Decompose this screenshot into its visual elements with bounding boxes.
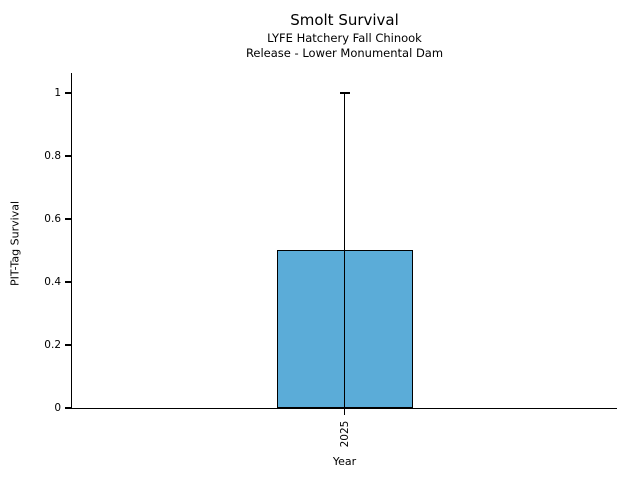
y-tick-mark: [64, 92, 71, 94]
error-bar-line: [343, 92, 346, 408]
y-tick-label: 0.8: [44, 149, 61, 162]
y-tick-mark: [64, 281, 71, 283]
chart-subtitle-line1: LYFE Hatchery Fall Chinook: [267, 31, 422, 45]
y-tick-mark: [64, 407, 71, 409]
x-tick-mark: [343, 408, 346, 415]
error-bar-cap-upper: [339, 92, 350, 94]
y-tick-label: 0.2: [44, 338, 61, 351]
y-tick-label: 0.6: [44, 212, 61, 225]
y-tick-mark: [64, 155, 71, 157]
x-axis-label: Year: [332, 455, 357, 468]
x-tick-label-2025: 2025: [339, 420, 351, 448]
chart-title: Smolt Survival: [290, 11, 399, 29]
y-tick-label: 0: [54, 402, 61, 414]
y-tick-label: 0.4: [44, 275, 61, 288]
chart-subtitle-line2: Release - Lower Monumental Dam: [245, 46, 444, 60]
error-bar-cap-lower: [339, 407, 350, 409]
y-tick-label: 1: [54, 86, 61, 99]
y-tick-mark: [64, 344, 71, 346]
y-axis-spine: [71, 73, 73, 409]
y-tick-mark: [64, 218, 71, 220]
